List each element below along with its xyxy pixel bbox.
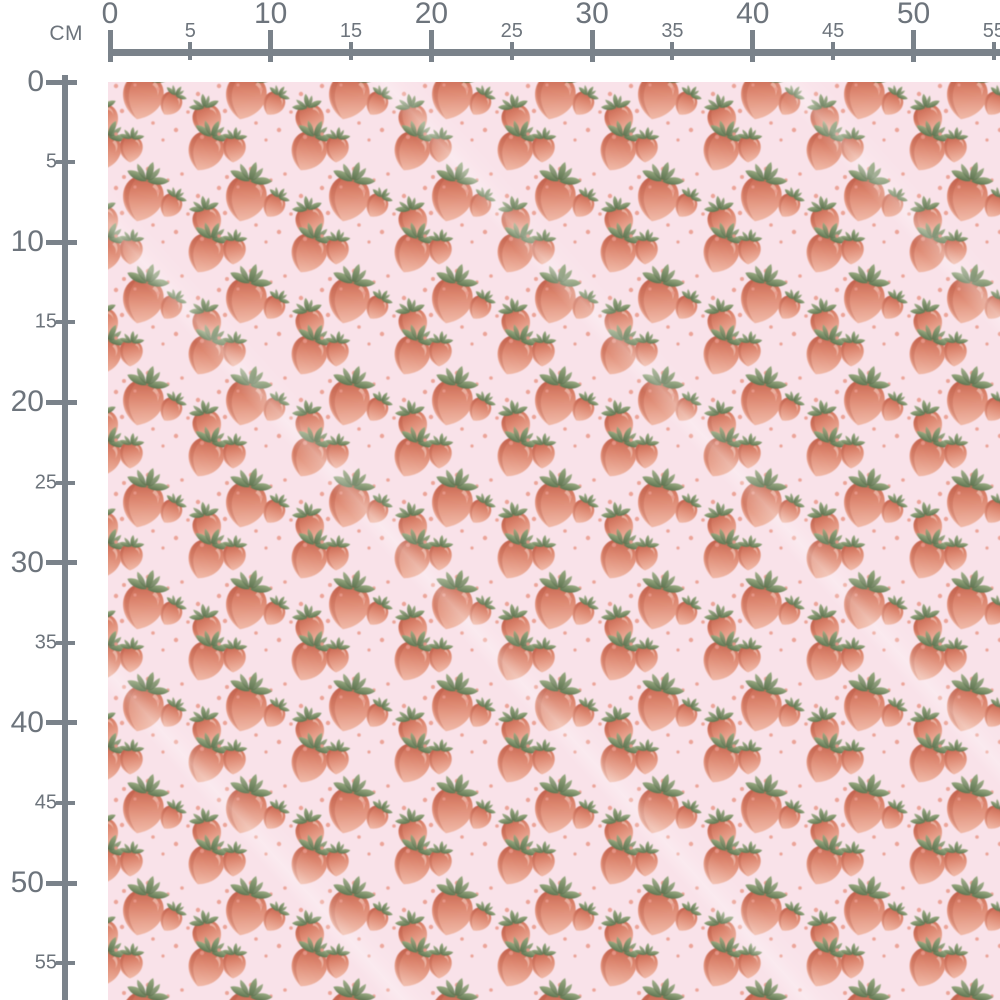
top-ruler-tick-30 [589,30,595,62]
left-ruler-tick-25 [56,480,75,485]
left-ruler-tick-55 [56,961,75,966]
left-ruler-tick-5 [56,160,75,165]
left-ruler-label-20: 20 [10,385,44,419]
left-ruler-tick-30 [46,560,77,566]
top-ruler-tick-10 [268,30,274,62]
strawberry-pattern-svg [108,82,1000,1000]
top-ruler-tick-35 [670,42,675,60]
left-ruler-label-15: 15 [34,310,57,333]
top-ruler-label-30: 30 [575,0,609,30]
top-ruler-label-15: 15 [339,20,363,42]
fabric-swatch [108,82,1000,1000]
left-ruler-tick-15 [56,320,75,325]
left-ruler-tick-0 [46,79,77,85]
top-ruler-tick-15 [349,42,354,60]
left-ruler-label-0: 0 [27,65,44,98]
top-ruler-tick-55 [991,42,996,60]
top-ruler-bar [108,49,1000,56]
left-ruler-tick-45 [56,800,75,805]
top-ruler-tick-5 [188,42,193,60]
top-ruler-tick-50 [911,30,916,62]
top-ruler-label-40: 40 [736,0,770,30]
left-ruler-tick-40 [46,720,77,726]
top-ruler-label-55: 55 [982,20,1000,42]
left-ruler-bar [62,75,68,1000]
top-ruler-tick-25 [509,42,514,60]
left-ruler-label-5: 5 [45,150,57,173]
top-ruler-label-50: 50 [896,0,931,30]
left-ruler-tick-50 [46,880,77,886]
left-ruler-tick-20 [46,399,77,405]
top-ruler-tick-40 [750,30,756,62]
top-ruler-label-20: 20 [414,0,449,30]
left-ruler-label-35: 35 [34,631,57,654]
left-ruler-label-50: 50 [10,866,44,899]
left-ruler-label-30: 30 [10,545,44,579]
left-ruler-label-55: 55 [34,951,57,974]
top-ruler-label-0: 0 [101,0,119,30]
top-ruler-label-5: 5 [184,20,196,42]
left-ruler-tick-35 [56,640,75,645]
left-ruler-label-25: 25 [34,471,57,493]
left-ruler-label-10: 10 [10,225,44,259]
left-ruler-tick-10 [46,239,77,245]
top-ruler-tick-0 [107,30,113,62]
left-ruler-label-40: 40 [10,705,44,739]
top-ruler-tick-20 [428,30,434,62]
left-ruler-label-45: 45 [34,791,57,814]
top-ruler-label-45: 45 [822,20,845,42]
top-ruler-label-35: 35 [661,20,684,42]
top-ruler-label-25: 25 [500,20,523,42]
ruler-unit-label: CM [49,22,83,45]
top-ruler-tick-45 [831,42,836,60]
top-ruler-label-10: 10 [254,0,288,30]
